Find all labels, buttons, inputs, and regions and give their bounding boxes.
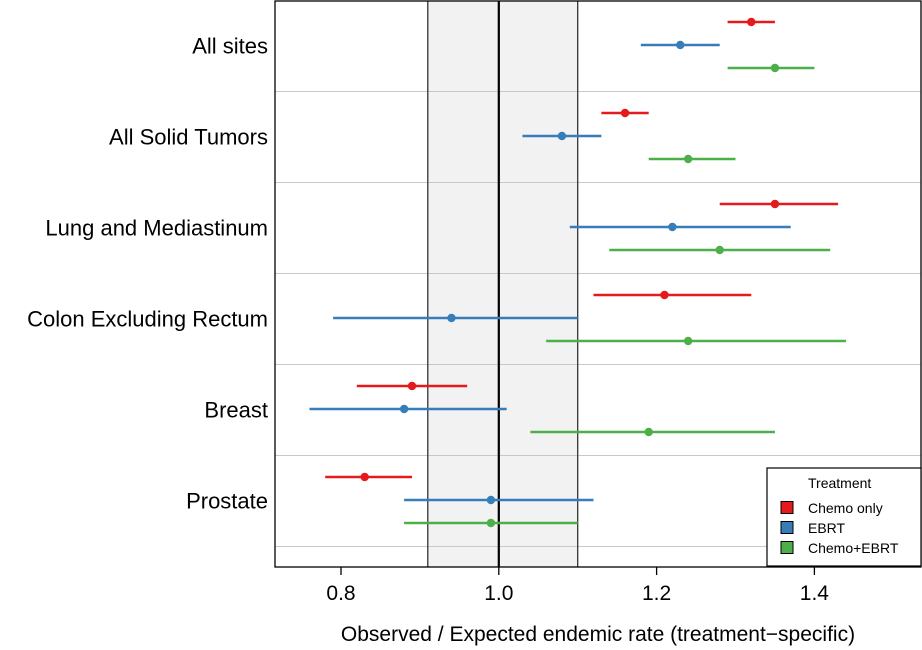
legend-label: Chemo only <box>808 500 883 516</box>
x-tick-label: 1.0 <box>484 582 513 605</box>
site-labels: All sites All Solid Tumors Lung and Medias… <box>27 33 268 513</box>
legend: Treatment Chemo only EBRT Chemo+EBRT <box>766 467 922 567</box>
point-estimate <box>683 336 693 346</box>
point-estimate <box>715 245 724 255</box>
point-estimate <box>407 381 417 391</box>
point-estimate <box>644 427 653 437</box>
legend-label: EBRT <box>808 520 846 536</box>
point-estimate <box>557 131 567 141</box>
legend-swatch <box>780 541 794 554</box>
point-estimate <box>486 495 496 505</box>
point-estimate <box>770 199 780 209</box>
legend-swatch <box>780 501 794 514</box>
point-estimate <box>620 108 630 118</box>
plot-frame <box>274 0 922 568</box>
point-estimate <box>747 17 756 27</box>
x-axis: 0.8 1.0 1.2 1.4 <box>326 567 829 605</box>
legend-items: Chemo only EBRT Chemo+EBRT <box>780 500 899 556</box>
point-estimate <box>770 63 780 73</box>
legend-label: Chemo+EBRT <box>808 540 899 556</box>
point-estimate <box>668 222 677 232</box>
legend-title: Treatment <box>808 475 871 491</box>
site-label: Lung and Mediastinum <box>45 215 268 240</box>
point-estimate <box>360 472 369 482</box>
point-estimate <box>676 40 685 50</box>
point-estimate <box>399 404 409 414</box>
legend-swatch <box>780 521 794 534</box>
reference-band <box>427 1 578 567</box>
site-label: Prostate <box>186 488 268 513</box>
point-estimate <box>486 518 496 528</box>
site-label: All sites <box>192 33 268 58</box>
point-estimate <box>447 313 456 323</box>
x-tick-label: 0.8 <box>326 582 355 605</box>
x-axis-label: Observed / Expected endemic rate (treatm… <box>341 623 855 646</box>
site-label: Colon Excluding Rectum <box>27 306 268 331</box>
point-estimate <box>683 154 693 164</box>
point-estimate <box>660 290 669 300</box>
row-separators <box>275 91 921 547</box>
site-label: Breast <box>204 397 268 422</box>
x-tick-label: 1.2 <box>642 582 671 605</box>
data-marks <box>309 17 846 528</box>
site-label: All Solid Tumors <box>109 124 268 149</box>
x-tick-label: 1.4 <box>800 582 830 605</box>
